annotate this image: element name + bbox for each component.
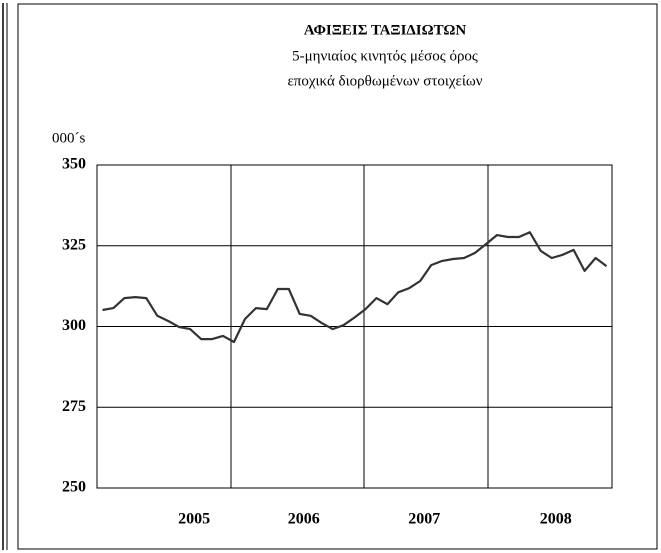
- x-tick-label: 2007: [408, 511, 440, 528]
- chart-subtitle: 5-μηνιαίος κινητός μέσος όρος: [292, 48, 478, 64]
- x-tick-label: 2008: [540, 511, 572, 528]
- x-tick-label: 2006: [288, 511, 320, 528]
- frame: [17, 3, 658, 550]
- y-tick-label: 300: [62, 317, 86, 334]
- line: [102, 231, 608, 344]
- y-tick-label: 325: [62, 236, 86, 253]
- y-tick-label: 350: [62, 156, 86, 173]
- y-tick-label: 275: [62, 398, 86, 415]
- chart-subtitle: εποχικά διορθωμένων στοιχείων: [287, 73, 482, 89]
- x-tick-label: 2005: [178, 511, 210, 528]
- y-tick-label: 250: [62, 479, 86, 496]
- chart-title: ΑΦΙΞΕΙΣ ΤΑΞΙΔΙΩΤΩΝ: [304, 22, 467, 38]
- y-axis-label: 000´s: [52, 130, 85, 146]
